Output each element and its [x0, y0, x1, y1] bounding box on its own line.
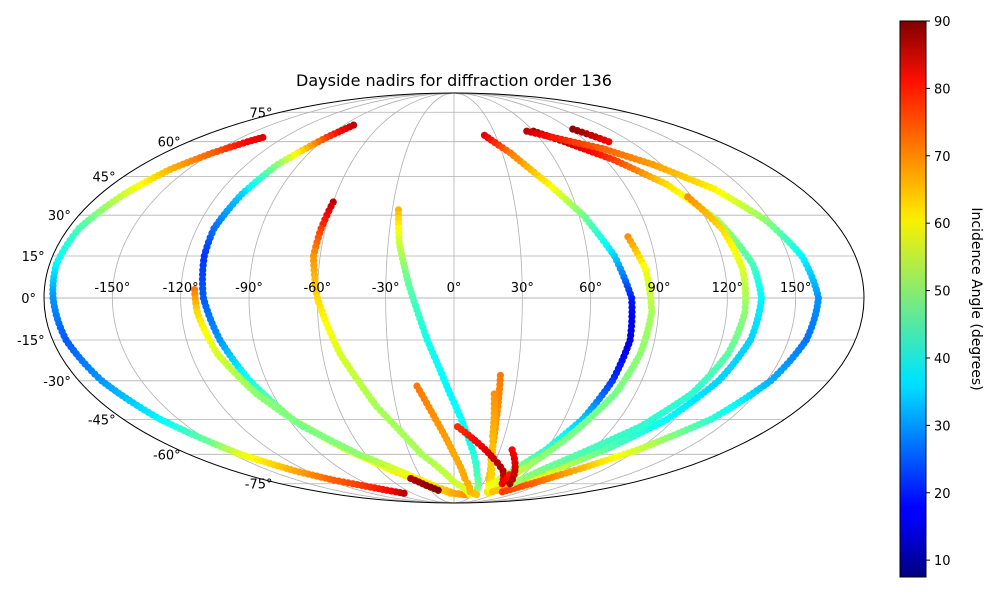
colorbar-tick-label: 60	[934, 217, 951, 232]
lat-tick-label: -60°	[153, 448, 181, 463]
lon-tick-label: -60°	[303, 281, 331, 296]
lon-tick-label: 0°	[447, 281, 462, 296]
scatter-point	[489, 437, 497, 445]
map-border	[43, 92, 865, 504]
scatter-point	[472, 491, 481, 499]
lat-tick-label: -75°	[245, 478, 273, 493]
latitude-tick-labels: -75° -60° -45° -30° -15° 0° 15° 30° 45° 60° 75°	[17, 106, 273, 492]
lon-tick-label: 90°	[647, 281, 670, 296]
lon-tick-label: -150°	[94, 281, 130, 296]
lat-tick-label: -15°	[17, 334, 45, 349]
colorbar-tick-label: 10	[934, 554, 951, 569]
colorbar-label: Incidence Angle (degrees)	[968, 207, 984, 390]
lat-tick-label: -45°	[88, 413, 116, 428]
scatter-point	[605, 138, 613, 146]
lon-tick-label: 150°	[780, 281, 811, 296]
colorbar-ticks: 10 20 30 40 50 60 70 80 90	[926, 15, 951, 569]
colorbar-tick-label: 80	[934, 82, 951, 97]
lon-tick-label: 60°	[579, 281, 602, 296]
colorbar-tick-label: 50	[934, 285, 951, 300]
chart-title: Dayside nadirs for diffraction order 136	[296, 71, 612, 90]
lon-tick-label: 120°	[712, 281, 743, 296]
lat-tick-label: 60°	[158, 136, 181, 151]
scatter-point	[259, 133, 267, 142]
lat-tick-label: 30°	[48, 209, 71, 224]
scatter-point	[400, 489, 408, 497]
lat-tick-label: 45°	[93, 171, 116, 186]
lon-tick-label: -120°	[163, 281, 199, 296]
scatter-point	[434, 486, 442, 494]
colorbar-tick-label: 20	[934, 487, 951, 502]
scatter-point	[489, 488, 497, 496]
colorbar-tick-label: 40	[934, 352, 951, 367]
lon-tick-label: -30°	[372, 281, 400, 296]
colorbar-tick-label: 70	[934, 150, 951, 165]
colorbar-gradient	[899, 20, 927, 578]
scatter-point	[498, 488, 506, 496]
scatter-point	[489, 432, 497, 440]
scatter-point	[506, 480, 514, 488]
colorbar: 10 20 30 40 50 60 70 80 90 Incidence Angle (degr…	[899, 15, 984, 578]
longitude-tick-labels: -150° -120° -90° -60° -30° 0° 30° 60° 90° 120° 150…	[94, 281, 811, 296]
lat-tick-label: -30°	[43, 375, 71, 390]
lat-tick-label: 15°	[22, 250, 45, 265]
lat-tick-label: 75°	[249, 106, 272, 121]
lat-tick-label: 0°	[21, 292, 36, 307]
data-points	[49, 121, 823, 499]
lon-tick-label: -90°	[235, 281, 263, 296]
lon-tick-label: 30°	[511, 281, 534, 296]
colorbar-tick-label: 30	[934, 419, 951, 434]
colorbar-tick-label: 90	[934, 15, 951, 30]
